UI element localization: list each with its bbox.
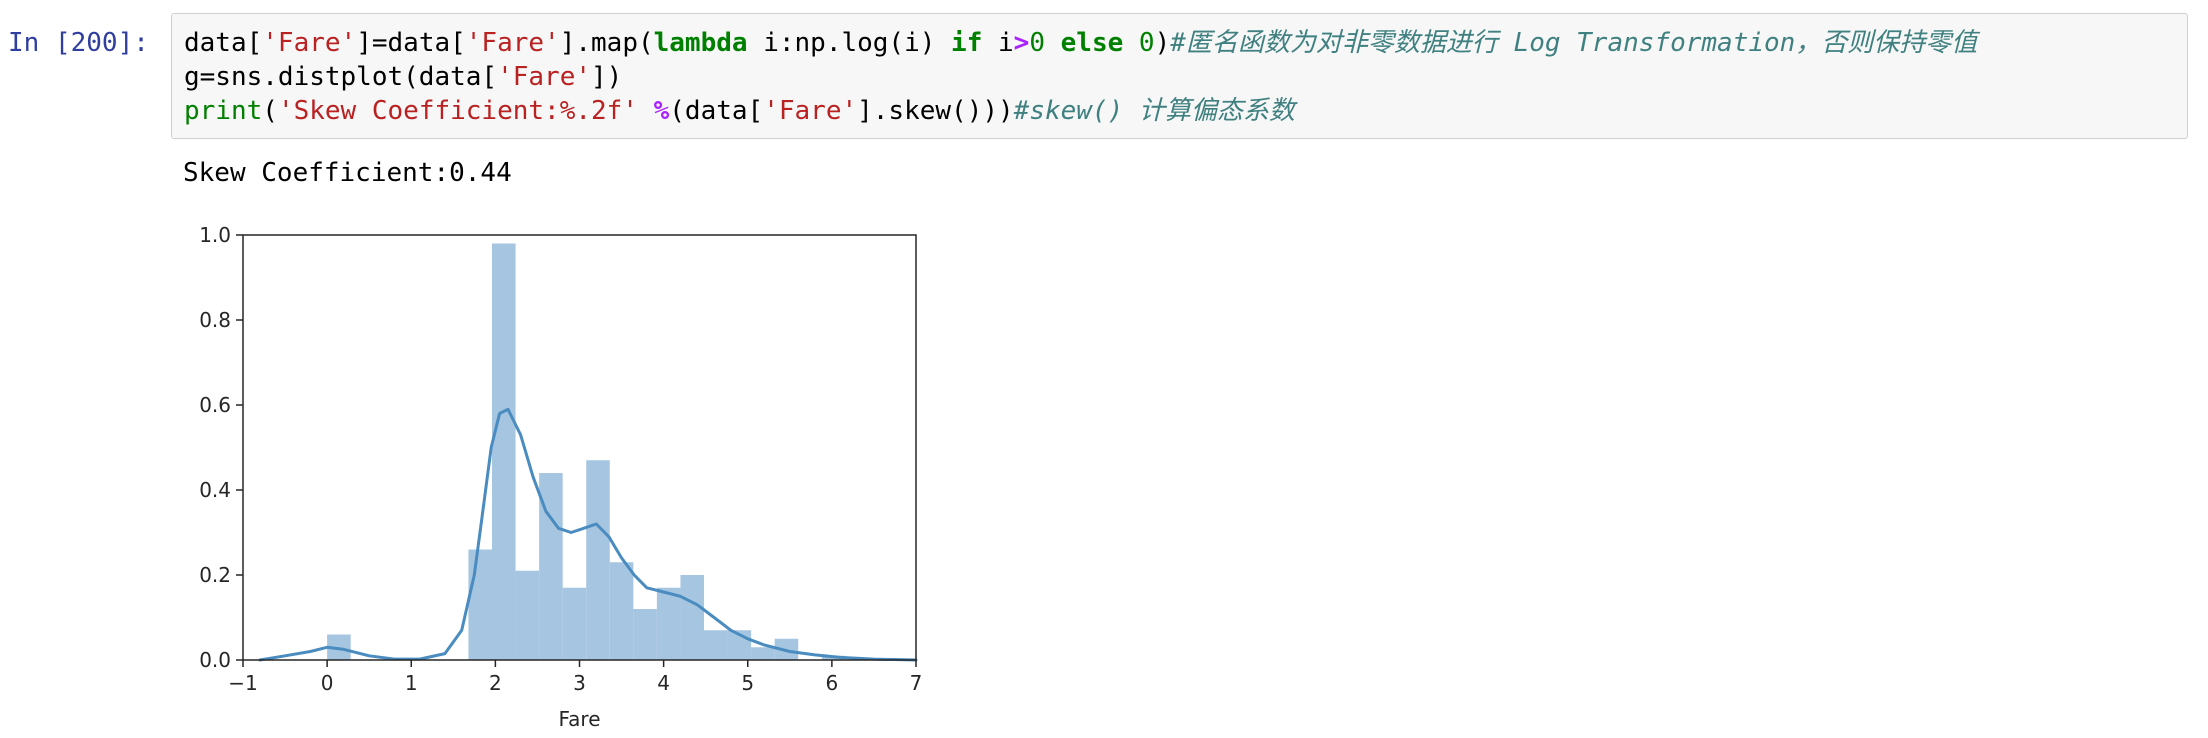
code-token: > xyxy=(1013,28,1030,58)
code-line-3: print('Skew Coefficient:%.2f' %(data['Fa… xyxy=(184,94,1295,128)
x-tick-label: 4 xyxy=(657,671,670,695)
x-tick-label: 3 xyxy=(573,671,586,695)
code-line-2: g=sns.distplot(data['Fare']) xyxy=(184,60,622,94)
code-token: #skew() 计算偏态系数 xyxy=(1013,96,1295,126)
x-tick-label: 0 xyxy=(321,671,334,695)
y-tick-label: 0.6 xyxy=(199,393,231,417)
code-token xyxy=(638,96,654,126)
code-token: 'Skew Coefficient:%.2f' xyxy=(277,96,638,126)
x-tick-label: 2 xyxy=(489,671,502,695)
code-token: ) xyxy=(1154,28,1171,58)
code-cell-input[interactable]: data['Fare']=data['Fare'].map(lambda i:n… xyxy=(171,13,2188,139)
kde-curve xyxy=(258,407,918,662)
code-token: 0 xyxy=(1138,28,1155,58)
cell-output-text: Skew Coefficient:0.44 xyxy=(183,158,512,188)
code-token: 'Fare' xyxy=(497,62,591,92)
histogram-bar xyxy=(656,587,681,660)
code-token: 0 xyxy=(1029,28,1045,58)
code-token: ].skew())) xyxy=(857,96,1014,126)
histogram-bar xyxy=(515,570,540,660)
x-tick-label: 6 xyxy=(826,671,839,695)
code-token: if xyxy=(951,28,983,58)
cell-prompt: In [200]: xyxy=(8,28,149,58)
code-token: 'Fare' xyxy=(763,96,858,126)
code-token xyxy=(1045,28,1061,58)
y-tick-label: 0.0 xyxy=(199,648,231,672)
code-token: i xyxy=(982,28,1014,58)
histogram-bar xyxy=(562,587,587,660)
x-tick-label: 1 xyxy=(405,671,418,695)
code-token: else xyxy=(1060,28,1124,58)
code-token: ].map( xyxy=(559,28,654,58)
code-token: ( xyxy=(262,96,278,126)
distplot-figure: −1 0 1 2 3 4 5 6 7 0.0 0.2 0.4 0.6 0.8 1.0 Fare xyxy=(183,218,923,738)
distplot-chart: −1 0 1 2 3 4 5 6 7 0.0 0.2 0.4 0.6 0.8 1.0 Fare xyxy=(199,223,923,731)
code-token: ]=data[ xyxy=(356,28,466,58)
histogram-bar xyxy=(468,549,493,660)
histogram-bar xyxy=(327,634,351,660)
code-token: (data[ xyxy=(669,96,764,126)
code-token: data[ xyxy=(184,28,263,58)
histogram-bar xyxy=(586,460,610,660)
x-tick-label: 7 xyxy=(910,671,923,695)
histogram-bar xyxy=(680,575,705,660)
code-token: i:np.log(i) xyxy=(747,28,952,58)
code-token: 'Fare' xyxy=(465,28,560,58)
code-token: ]) xyxy=(591,62,623,92)
histogram-bar xyxy=(633,609,657,660)
code-token: print xyxy=(184,96,263,126)
histogram-bar xyxy=(492,243,516,660)
histogram-bar xyxy=(539,473,563,660)
code-line-1: data['Fare']=data['Fare'].map(lambda i:n… xyxy=(184,26,1977,60)
code-token: % xyxy=(653,96,670,126)
code-token: #匿名函数为对非零数据进行 Log Transformation，否则保持零值 xyxy=(1170,28,1978,58)
code-token: g=sns.distplot(data[ xyxy=(184,62,498,92)
y-tick-label: 1.0 xyxy=(199,223,231,247)
x-axis-label: Fare xyxy=(558,707,600,731)
y-tick-label: 0.2 xyxy=(199,563,231,587)
x-tick-label: −1 xyxy=(228,671,257,695)
code-token xyxy=(1123,28,1139,58)
histogram-bar xyxy=(609,562,634,660)
y-tick-label: 0.4 xyxy=(199,478,231,502)
histogram-bar xyxy=(704,630,728,660)
y-tick-label: 0.8 xyxy=(199,308,231,332)
x-tick-label: 5 xyxy=(741,671,754,695)
code-token: lambda xyxy=(653,28,748,58)
code-token: 'Fare' xyxy=(262,28,357,58)
histogram-bar xyxy=(751,647,775,660)
